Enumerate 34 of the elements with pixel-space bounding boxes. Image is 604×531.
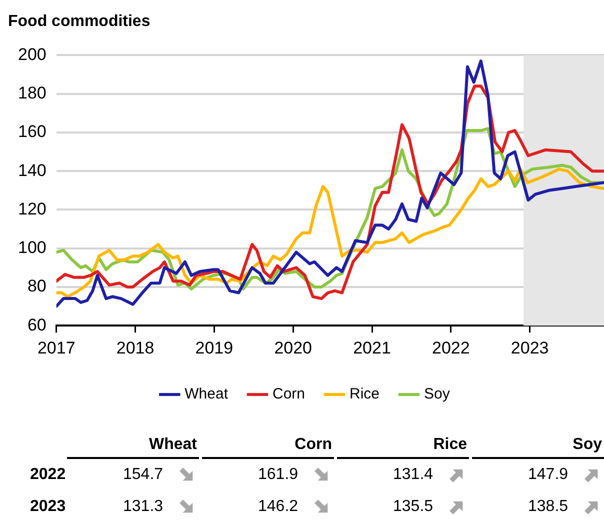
x-tick-label: 2020 — [274, 338, 312, 358]
text: 146.2 — [258, 497, 300, 517]
x-tick-label: 2023 — [510, 338, 549, 358]
text: 147.9 — [528, 465, 570, 485]
y-tick-label: 60 — [27, 315, 46, 334]
text: 154.7 — [123, 465, 164, 485]
x-tick-label: 2017 — [37, 338, 76, 358]
legend-label: Soy — [424, 386, 450, 403]
text: Rice — [433, 436, 467, 453]
x-tick-label: 2018 — [116, 338, 154, 358]
text: Soy — [572, 436, 602, 453]
text: 135.5 — [393, 497, 434, 517]
legend-label: Wheat — [184, 386, 229, 403]
legend-label: Rice — [350, 386, 380, 403]
y-tick-label: 140 — [18, 160, 46, 180]
text: Corn — [294, 436, 332, 453]
legend-label: Corn — [272, 386, 306, 403]
x-tick-label: 2022 — [432, 338, 470, 358]
y-tick-label: 100 — [18, 238, 46, 258]
x-tick-label: 2021 — [353, 338, 391, 358]
y-tick-label: 180 — [18, 84, 46, 103]
y-tick-label: 200 — [18, 44, 46, 64]
text: 131.3 — [123, 497, 164, 517]
chart-title: Food commodities — [8, 13, 150, 30]
y-tick-label: 80 — [27, 276, 46, 296]
text: 2022 — [29, 465, 66, 485]
y-tick-label: 160 — [18, 122, 46, 142]
text: 161.9 — [258, 465, 300, 485]
text: 131.4 — [393, 465, 434, 485]
text: 138.5 — [528, 497, 570, 517]
y-tick-label: 120 — [18, 199, 46, 218]
text: Wheat — [149, 436, 197, 453]
x-tick-label: 2019 — [195, 338, 234, 358]
text: 2023 — [29, 497, 66, 517]
